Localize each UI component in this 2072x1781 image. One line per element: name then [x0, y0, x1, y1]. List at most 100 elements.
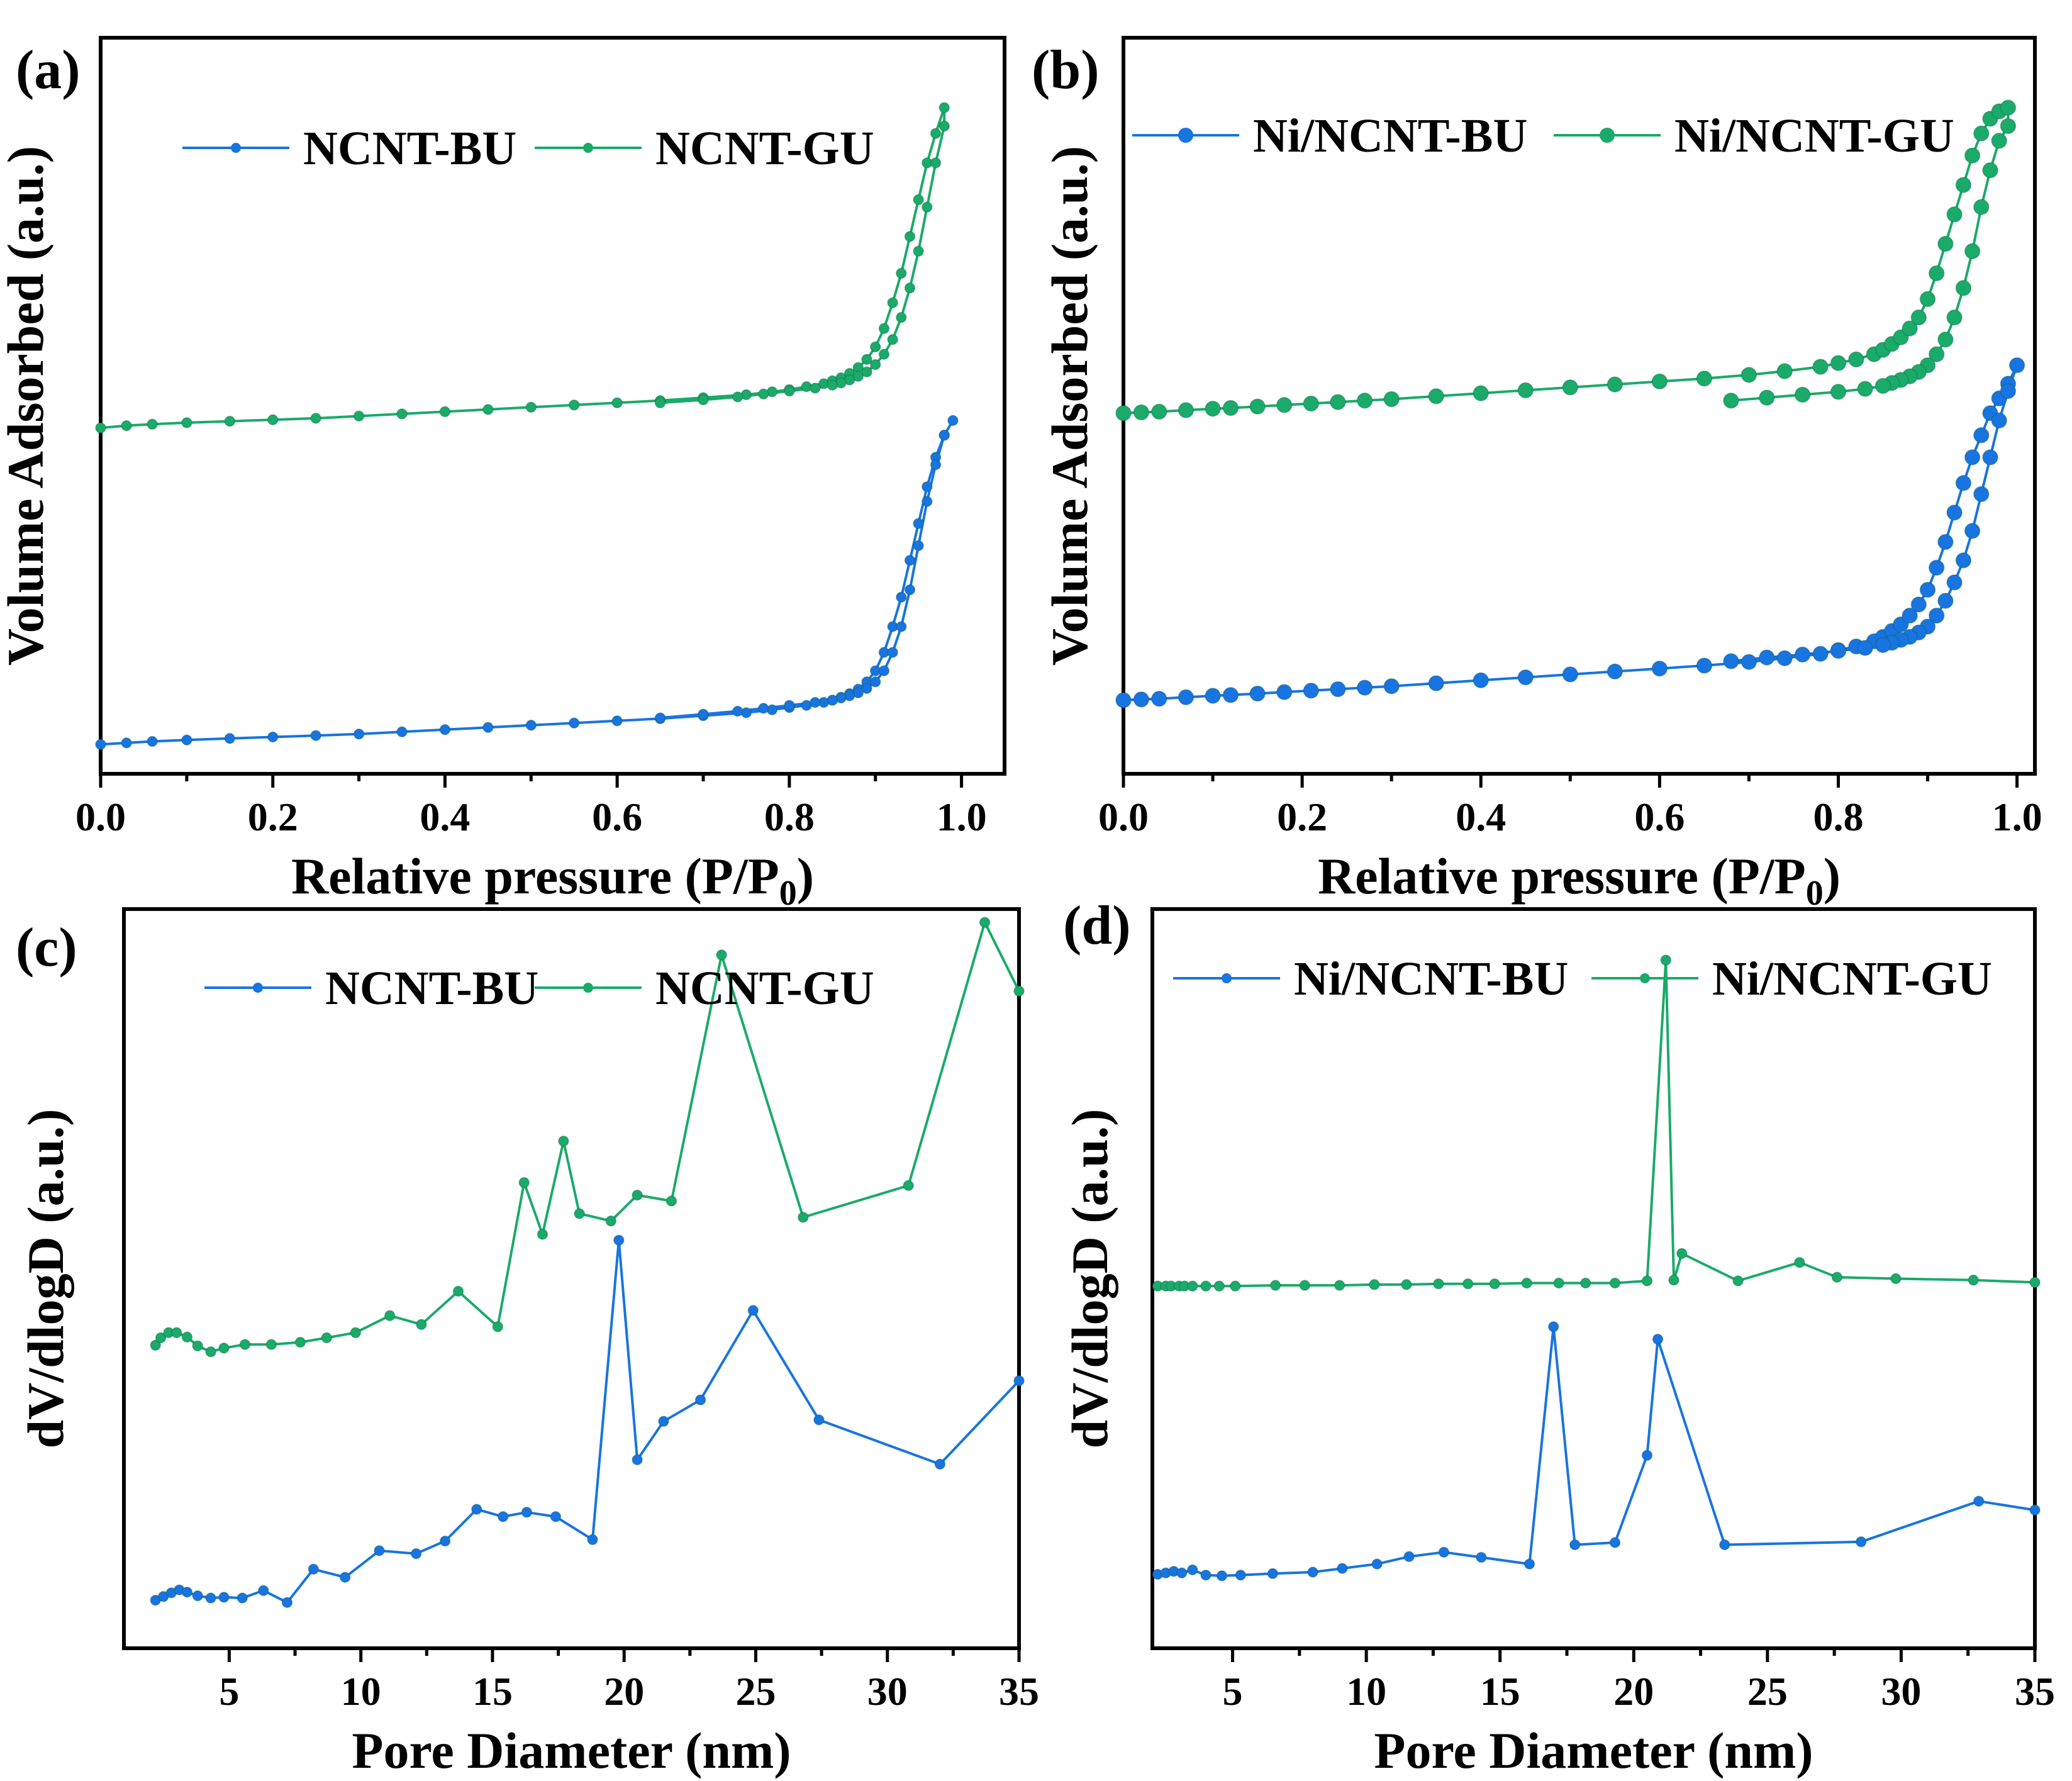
data-point: [896, 621, 907, 632]
x-axis-label: Relative pressure (P/P0): [1318, 847, 1841, 913]
data-point: [1741, 367, 1757, 383]
x-tick-label: 15: [1480, 1669, 1520, 1714]
series-line: [100, 419, 954, 746]
data-point: [525, 720, 537, 731]
data-point: [1562, 379, 1579, 396]
data-point: [537, 1229, 549, 1240]
data-point: [758, 388, 769, 400]
data-point: [1830, 642, 1847, 659]
data-point: [410, 1548, 422, 1560]
data-point: [1955, 177, 1972, 193]
data-point: [574, 1208, 585, 1219]
data-point: [939, 120, 950, 132]
data-point: [1356, 679, 1373, 696]
data-point: [930, 459, 942, 471]
legend-marker: [583, 983, 593, 993]
data-point: [947, 415, 959, 427]
data-point: [2000, 118, 2017, 135]
data-point: [1178, 689, 1195, 706]
data-point: [416, 1319, 427, 1331]
data-point: [1269, 1280, 1281, 1291]
x-tick-label: 35: [2015, 1669, 2055, 1714]
data-point: [1607, 376, 1624, 393]
series-Ni/NCNT-GU: [1152, 954, 2041, 1292]
data-point: [1946, 574, 1963, 591]
plot-frame: [122, 907, 1021, 1650]
data-point: [1955, 280, 1972, 296]
data-point: [384, 1310, 396, 1322]
data-point: [896, 267, 907, 279]
data-point: [482, 722, 494, 734]
data-point: [170, 1327, 182, 1339]
data-point: [439, 1535, 451, 1547]
series-line: [1157, 1325, 2036, 1577]
data-point: [350, 1327, 362, 1339]
x-tick-label: 0.0: [75, 795, 126, 839]
data-point: [1696, 657, 1713, 674]
data-point: [1874, 637, 1891, 654]
data-point: [1723, 393, 1739, 409]
data-point: [1652, 1334, 1664, 1345]
legend-entry: Ni/NCNT-BU: [1173, 952, 1568, 1005]
data-point: [1794, 386, 1811, 403]
x-tick-label: 25: [735, 1669, 776, 1714]
data-point: [1937, 235, 1954, 252]
data-point: [861, 683, 872, 695]
y-axis-label: dV/dlogD (a.u.): [17, 1109, 74, 1449]
data-point: [654, 712, 666, 723]
series-NCNT-GU: [95, 102, 950, 433]
data-point: [1216, 1570, 1228, 1582]
data-point: [1812, 359, 1829, 375]
data-point: [1982, 162, 1998, 179]
x-tick-label: 1.0: [1992, 795, 2042, 839]
x-tick-label: 0.8: [1813, 795, 1863, 839]
x-tick-label: 10: [341, 1669, 381, 1714]
data-point: [1719, 1539, 1730, 1551]
data-point: [439, 724, 451, 735]
data-point: [224, 733, 236, 744]
data-point: [1848, 351, 1864, 368]
data-point: [310, 730, 321, 741]
x-tick-label: 0.6: [592, 795, 642, 839]
data-point: [716, 949, 727, 961]
x-tick-label: 0.2: [248, 795, 298, 839]
data-point: [1919, 581, 1936, 598]
series-NCNT-BU: [150, 1234, 1025, 1608]
data-point: [1200, 1280, 1211, 1292]
data-point: [294, 1336, 306, 1348]
data-point: [2029, 1276, 2041, 1288]
data-point: [321, 1332, 333, 1344]
data-point: [1937, 331, 1954, 348]
data-point: [339, 1572, 351, 1583]
data-point: [1334, 1280, 1345, 1291]
data-point: [694, 1394, 706, 1405]
data-point: [1973, 486, 1990, 503]
data-point: [810, 382, 821, 394]
data-point: [1249, 398, 1266, 415]
data-point: [1723, 653, 1739, 669]
data-point: [1890, 1273, 1902, 1285]
data-point: [550, 1511, 562, 1522]
data-point: [1973, 199, 1990, 215]
data-point: [1964, 449, 1981, 466]
plot-frame: [99, 36, 1006, 776]
legend-entry: NCNT-GU: [535, 122, 874, 175]
data-point: [810, 696, 821, 708]
data-point: [1489, 1278, 1500, 1290]
data-point: [852, 371, 864, 382]
data-point: [267, 731, 279, 743]
x-axis-label: Pore Diameter (nm): [352, 1722, 791, 1779]
legend-marker: [1640, 973, 1650, 983]
data-point: [95, 422, 106, 433]
data-point: [1741, 654, 1757, 670]
data-point: [611, 397, 623, 409]
data-point: [1330, 681, 1346, 698]
panel-label: (c): [16, 917, 77, 978]
data-point: [218, 1343, 230, 1354]
legend-marker: [583, 143, 593, 153]
data-point: [1874, 377, 1891, 394]
data-point: [913, 194, 924, 206]
data-point: [1955, 552, 1972, 569]
data-point: [1651, 373, 1668, 390]
